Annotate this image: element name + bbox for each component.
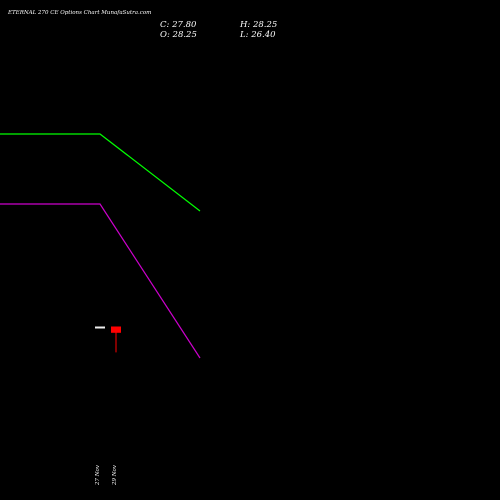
x-tick-label: 27 Nov [95,464,101,486]
low-value: L: 26.40 [239,30,276,40]
series-line-1 [0,133,201,212]
candle-body [111,326,121,333]
close-value: C: 27.80 [160,20,197,30]
series-line-2 [0,203,201,359]
candle-layer [95,326,121,353]
open-value: O: 28.25 [160,30,197,40]
high-value: H: 28.25 [239,20,277,30]
candle-2 [111,326,121,353]
series-layer [0,133,201,359]
candle-1 [95,326,105,329]
chart-title: ETERNAL 270 CE Options Chart MunafaSutra… [7,10,151,16]
x-tick-label: 29 Nov [112,464,118,486]
candle-body [95,326,105,329]
x-axis: 27 Nov 29 Nov [95,464,118,486]
